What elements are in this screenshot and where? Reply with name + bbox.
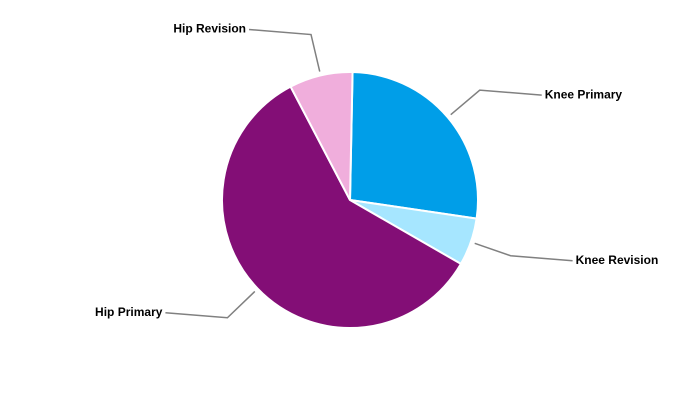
pie-slice [221, 85, 463, 329]
slice-label: Hip Revision [173, 22, 246, 36]
leader-line [450, 89, 542, 116]
pie-slice [289, 71, 354, 201]
pie-slice [348, 71, 479, 220]
leader-line [248, 28, 321, 72]
leader-line [165, 290, 256, 319]
slice-label: Knee Primary [545, 87, 623, 101]
slice-label: Knee Revision [576, 253, 659, 267]
leader-line [474, 242, 573, 262]
slice-label: Hip Primary [95, 305, 163, 319]
